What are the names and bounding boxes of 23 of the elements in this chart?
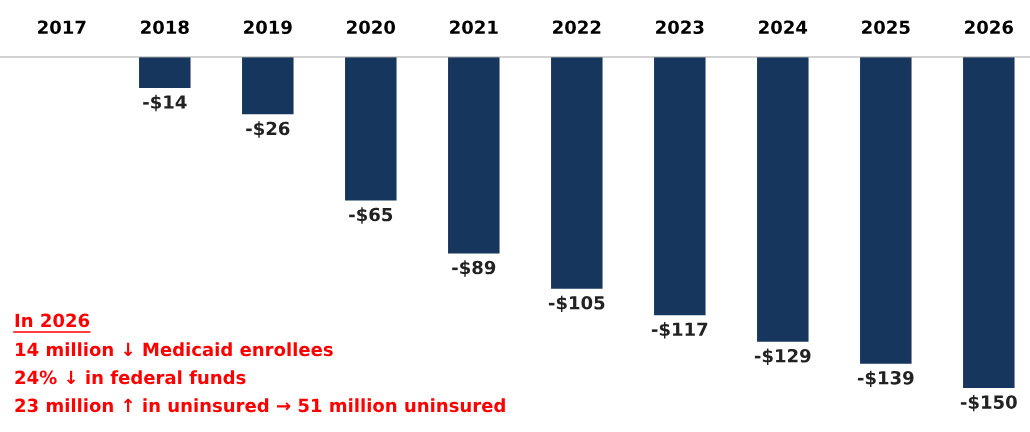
x-tick-label: 2020	[347, 20, 396, 35]
data-label: -$150	[960, 394, 1017, 412]
x-tick-label: 2024	[759, 20, 808, 35]
x-tick-label: 2026	[965, 20, 1013, 35]
data-label: -$14	[143, 94, 187, 112]
x-tick-label: 2022	[553, 20, 601, 35]
data-label: -$105	[548, 295, 605, 312]
data-label: -$65	[349, 207, 393, 224]
annotation: In 2026	[15, 313, 90, 328]
text: 23 million ↑ in uninsured → 51 million uninsured	[15, 398, 505, 413]
x-tick-label: 2018	[141, 20, 189, 35]
annotation: 14 million ↓ Medicaid enrollees	[16, 342, 333, 357]
x-tick-label: 2025	[862, 20, 910, 35]
data-label: -$129	[754, 348, 811, 365]
data-label: -$89	[452, 260, 496, 277]
data-label: -$117	[651, 322, 708, 339]
x-tick-label: 2021	[450, 20, 498, 35]
x-tick-label: 2019	[244, 20, 292, 35]
x-tick-label: 2017	[38, 20, 86, 35]
x-tick-label: 2023	[656, 20, 704, 35]
data-label: -$26	[246, 121, 290, 138]
annotation: 24% ↓ in federal funds	[15, 370, 246, 385]
data-label: -$139	[857, 370, 914, 388]
